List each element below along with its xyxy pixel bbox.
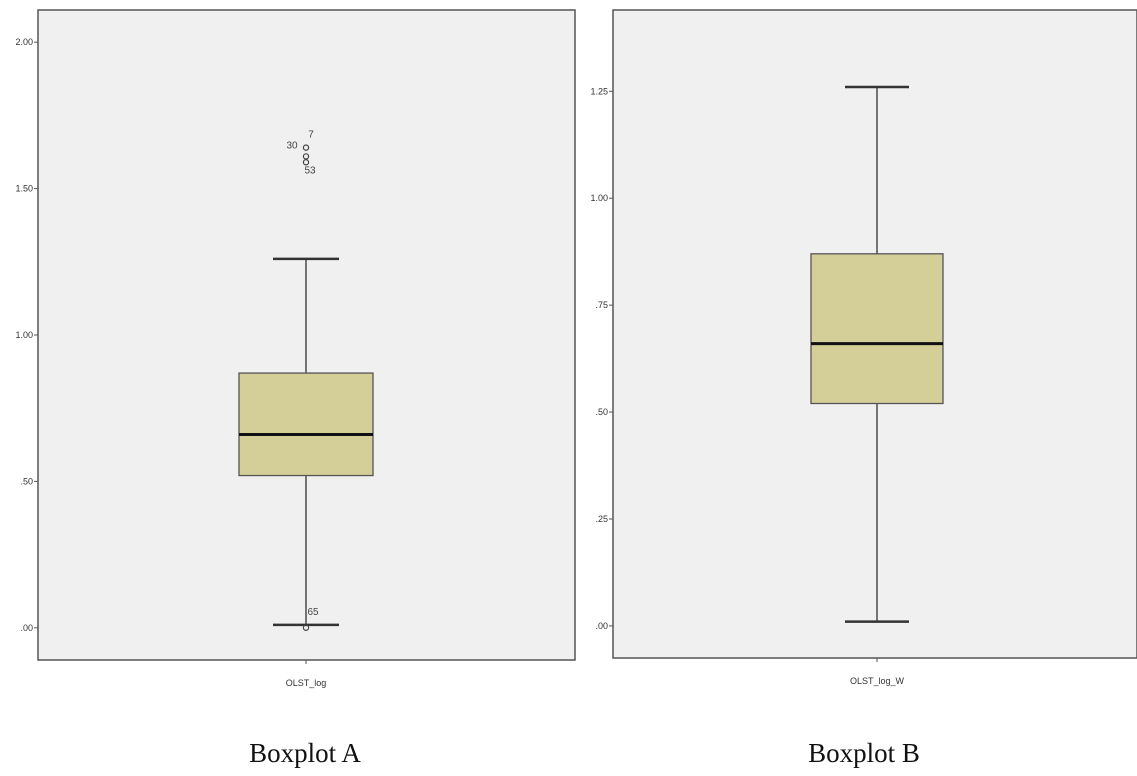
outlier-label: 53	[304, 165, 316, 176]
caption-boxplot-a: Boxplot A	[249, 738, 361, 768]
outlier-point	[302, 624, 310, 631]
iqr-box	[810, 253, 944, 405]
y-tick-label: 1.25	[590, 86, 608, 96]
y-tick-label: 1.50	[15, 184, 33, 194]
outlier-label: 7	[308, 130, 314, 141]
y-tick-label: 1.00	[15, 330, 33, 340]
boxplot-a-panel: .00 .50 1.00 1.50 2.00 OLST_log 65 30 7 53	[15, 9, 576, 688]
outlier-point	[302, 159, 310, 166]
y-tick-label: 1.00	[590, 193, 608, 203]
x-category-label: OLST_log	[286, 678, 327, 688]
outlier-point	[302, 144, 310, 151]
boxplot-b-panel: .00 .25 .50 .75 1.00 1.25 OLST_log_W	[590, 9, 1137, 686]
outlier-label: 30	[286, 140, 298, 151]
caption-boxplot-b: Boxplot B	[808, 738, 920, 768]
y-tick-label: .50	[20, 476, 33, 486]
iqr-box	[238, 372, 374, 477]
x-category-label: OLST_log_W	[850, 676, 905, 686]
y-tick-label: .50	[595, 407, 608, 417]
outlier-point	[302, 153, 310, 160]
y-tick-label: .00	[20, 623, 33, 633]
y-tick-label: .75	[595, 300, 608, 310]
outlier-label: 65	[307, 607, 319, 618]
y-tick-label: .25	[595, 514, 608, 524]
y-tick-label: .00	[595, 621, 608, 631]
y-tick-label: 2.00	[15, 37, 33, 47]
